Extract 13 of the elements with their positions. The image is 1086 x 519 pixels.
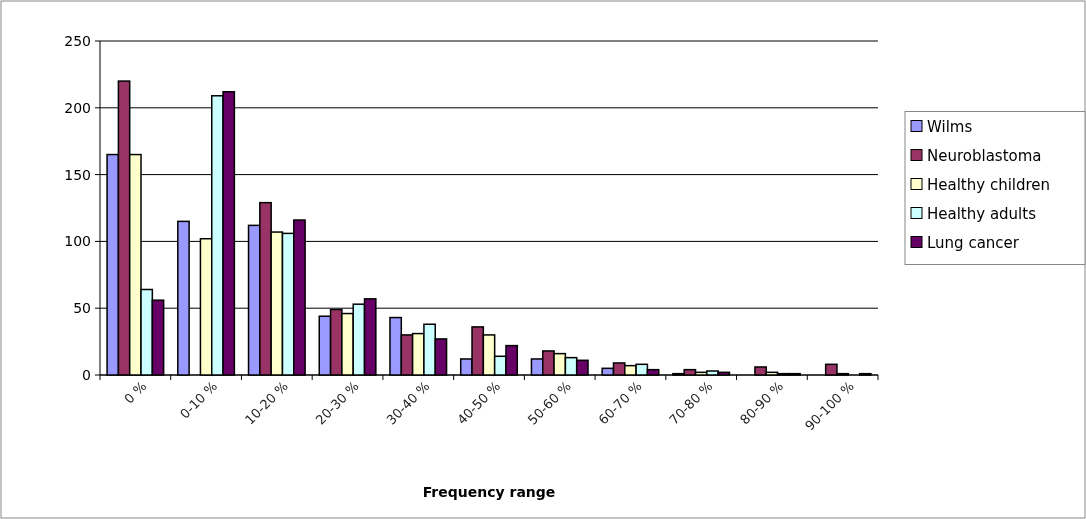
y-tick-label: 200 xyxy=(64,99,91,116)
legend-label: Healthy children xyxy=(927,175,1051,194)
y-tick-label: 250 xyxy=(64,32,91,49)
x-tick-label: 0 % xyxy=(121,378,150,407)
y-tick-label: 150 xyxy=(64,166,91,183)
y-tick-label: 0 xyxy=(82,366,91,383)
x-axis-title: Frequency range xyxy=(422,484,556,500)
legend-label: Wilms xyxy=(927,117,973,136)
legend-label: Healthy adults xyxy=(927,204,1037,223)
y-tick-label: 50 xyxy=(73,300,91,317)
y-tick-label: 100 xyxy=(64,233,91,250)
legend-label: Neuroblastoma xyxy=(927,146,1042,165)
legend-label: Lung cancer xyxy=(927,233,1020,252)
